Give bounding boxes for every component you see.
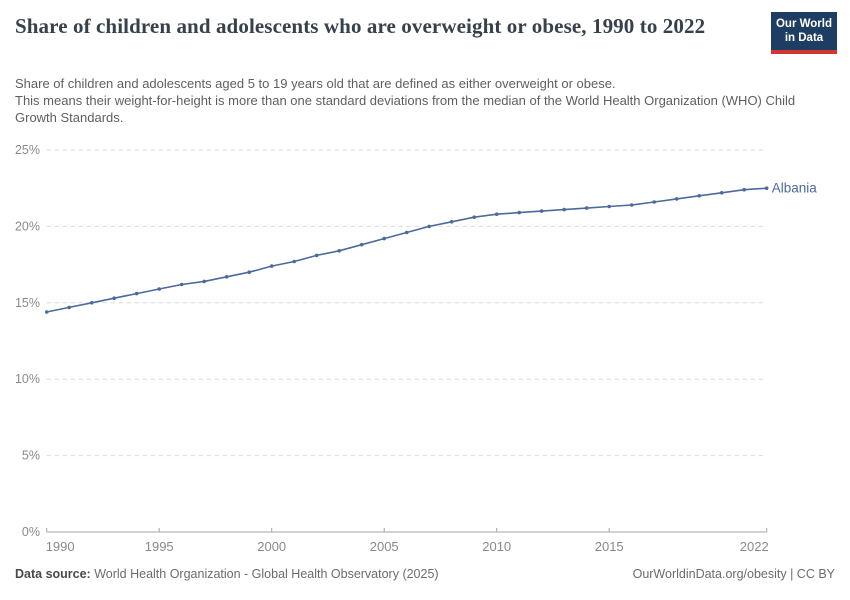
data-source-note: Data source: World Health Organization -… bbox=[15, 567, 439, 581]
y-tick-label-10: 10% bbox=[15, 372, 40, 386]
data-point-albania-2005 bbox=[382, 236, 387, 241]
x-tick-label-1990: 1990 bbox=[46, 539, 75, 554]
data-point-albania-2020 bbox=[719, 191, 724, 195]
data-point-albania-2019 bbox=[697, 194, 701, 198]
data-point-albania-1990 bbox=[44, 310, 49, 314]
data-point-albania-2017 bbox=[652, 200, 656, 204]
x-tick-label-2015: 2015 bbox=[595, 539, 624, 554]
data-point-albania-1997 bbox=[202, 279, 206, 284]
data-point-albania-2016 bbox=[629, 203, 634, 207]
data-point-albania-2002 bbox=[314, 253, 319, 258]
line-chart-area: 0% 5% 10% 15% 20% 25% 1990 1995 2000 2005 2010 2015… bbox=[0, 140, 850, 565]
data-point-albania-1995 bbox=[157, 287, 161, 291]
subtitle-line-2: This means their weight-for-height is mo… bbox=[15, 92, 796, 125]
y-tick-label-25: 25% bbox=[15, 143, 40, 157]
data-point-albania-2014 bbox=[584, 206, 589, 210]
data-point-albania-2010 bbox=[494, 212, 499, 216]
data-point-albania-2007 bbox=[427, 224, 432, 229]
data-point-albania-1999 bbox=[247, 270, 251, 274]
data-point-albania-2013 bbox=[562, 207, 566, 212]
data-point-albania-1994 bbox=[134, 291, 139, 296]
y-tick-label-15: 15% bbox=[15, 296, 40, 310]
owid-logo[interactable]: Our World in Data bbox=[771, 12, 837, 54]
chart-footer: Data source: World Health Organization -… bbox=[15, 567, 835, 581]
y-tick-label-5: 5% bbox=[22, 449, 40, 463]
data-point-albania-2021 bbox=[742, 187, 746, 192]
subtitle-line-1: Share of children and adolescents aged 5… bbox=[15, 76, 616, 91]
x-tick-label-2010: 2010 bbox=[482, 539, 511, 554]
entity-label-albania[interactable]: Albania bbox=[772, 181, 818, 196]
license-link[interactable]: OurWorldinData.org/obesity | CC BY bbox=[632, 567, 835, 581]
chart-title: Share of children and adolescents who ar… bbox=[15, 14, 706, 38]
x-tick-label-2022: 2022 bbox=[740, 539, 769, 554]
chart-subtitle: Share of children and adolescents aged 5… bbox=[15, 76, 835, 127]
data-point-albania-2008 bbox=[449, 220, 454, 224]
data-point-albania-2015 bbox=[607, 204, 611, 209]
data-point-albania-2006 bbox=[404, 230, 409, 235]
x-tick-label-2005: 2005 bbox=[370, 539, 399, 554]
data-point-albania-2001 bbox=[292, 259, 297, 264]
owid-logo-text-line2: in Data bbox=[784, 32, 824, 45]
data-point-albania-1996 bbox=[179, 282, 184, 287]
chart-svg: 0% 5% 10% 15% 20% 25% 1990 1995 2000 2005 2010 2015… bbox=[15, 143, 818, 554]
data-point-albania-2022 bbox=[764, 186, 769, 190]
data-point-albania-1992 bbox=[89, 301, 94, 305]
owid-logo-text-line1: Our World bbox=[775, 18, 832, 30]
data-point-albania-2000 bbox=[269, 264, 274, 268]
data-point-albania-2012 bbox=[539, 209, 544, 213]
data-point-albania-1998 bbox=[224, 275, 229, 279]
data-source-label: Data source: bbox=[15, 567, 91, 581]
data-line-albania bbox=[46, 187, 767, 313]
y-tick-label-20: 20% bbox=[15, 219, 40, 233]
data-point-albania-2018 bbox=[674, 197, 679, 201]
x-tick-label-2000: 2000 bbox=[257, 539, 286, 554]
data-point-albania-1993 bbox=[112, 296, 116, 300]
data-point-albania-2009 bbox=[472, 215, 477, 219]
data-source-value: World Health Organization - Global Healt… bbox=[90, 567, 439, 581]
y-tick-label-0: 0% bbox=[22, 525, 40, 539]
data-point-albania-1991 bbox=[67, 305, 71, 310]
data-point-albania-2003 bbox=[337, 249, 342, 253]
data-point-albania-2011 bbox=[517, 210, 521, 215]
x-tick-label-1995: 1995 bbox=[145, 539, 174, 554]
data-point-albania-2004 bbox=[359, 242, 364, 247]
